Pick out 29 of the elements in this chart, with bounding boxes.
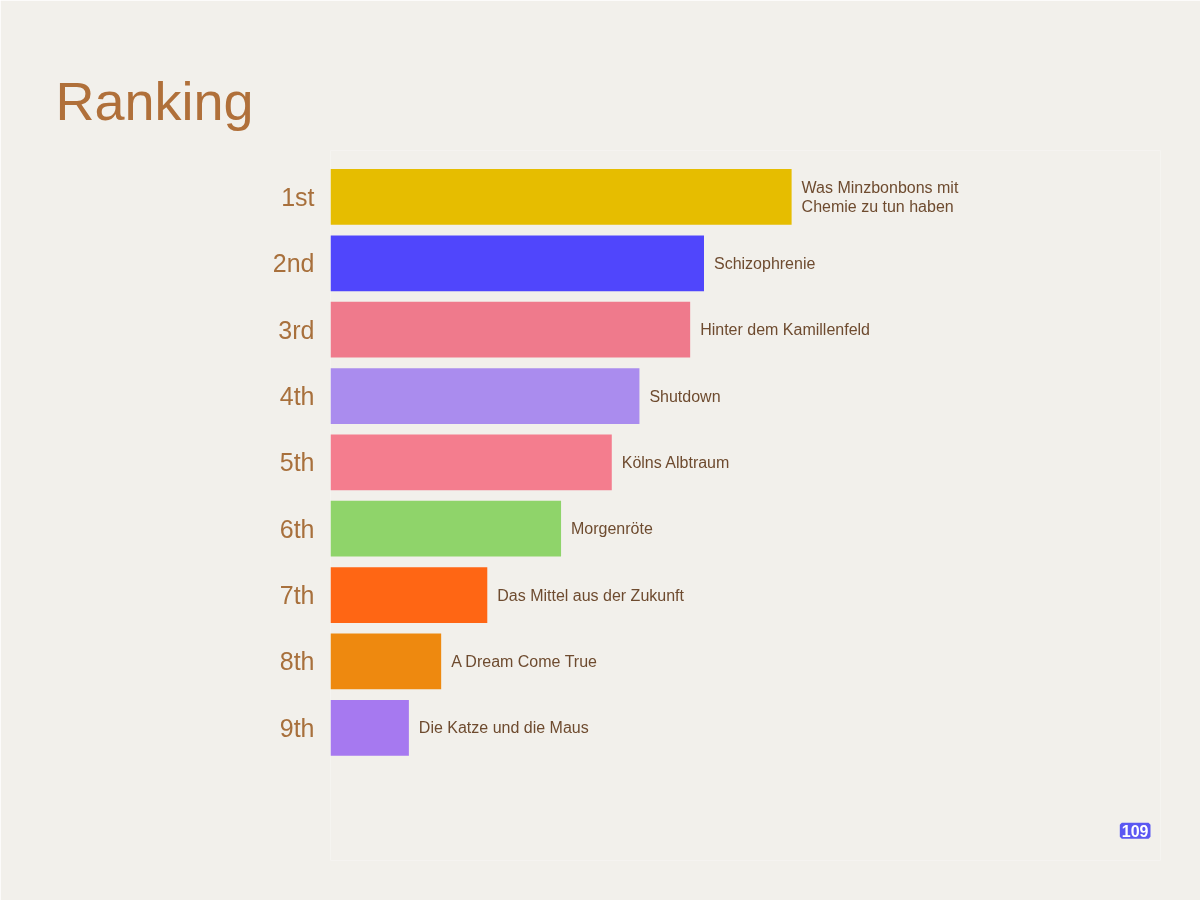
y-tick-label: 4th xyxy=(279,382,315,411)
y-tick-label: 9th xyxy=(279,713,315,742)
annotation: A Dream Come True xyxy=(451,652,598,670)
annotation: Hinter dem Kamillenfeld xyxy=(700,321,870,339)
annotation: Das Mittel aus der Zukunft xyxy=(497,586,685,604)
y-tick-label: 3rd xyxy=(278,315,315,344)
y-tick-label: 5th xyxy=(279,448,315,477)
y-tick-label: 1st xyxy=(281,182,315,211)
annotation: Shutdown xyxy=(649,387,721,405)
bar xyxy=(330,235,704,292)
chart-title: Ranking xyxy=(55,70,254,131)
bar xyxy=(330,500,562,557)
bar xyxy=(330,633,442,690)
y-tick-label: 2nd xyxy=(272,249,315,278)
bar xyxy=(330,434,612,491)
y-tick-label: 8th xyxy=(279,647,315,676)
bar xyxy=(330,567,488,623)
y-tick-label: 7th xyxy=(279,581,315,610)
bar xyxy=(330,368,640,424)
y-tick-label: 6th xyxy=(279,514,315,543)
annotation: Kölns Albtraum xyxy=(621,453,730,471)
bar xyxy=(330,699,409,756)
bar xyxy=(330,169,792,225)
annotation: Die Katze und die Maus xyxy=(418,719,589,737)
bar xyxy=(330,301,691,358)
annotation: Schizophrenie xyxy=(713,254,816,272)
annotation: Morgenröte xyxy=(571,520,653,538)
text: 109 xyxy=(1121,822,1149,840)
annotation: Was Minzbonbons mit Chemie zu tun haben xyxy=(801,178,959,216)
